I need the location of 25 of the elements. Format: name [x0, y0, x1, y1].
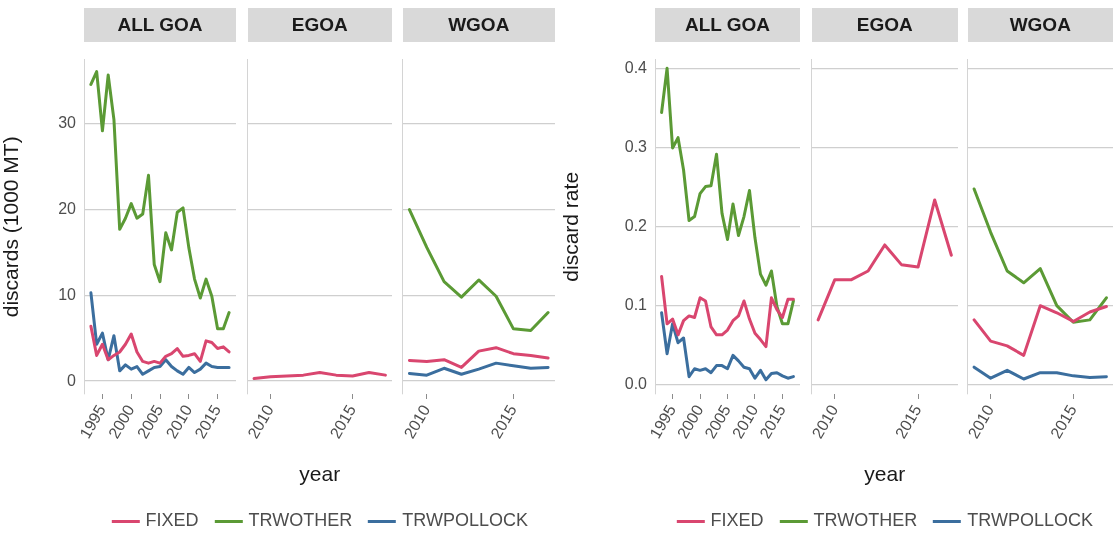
y-tick-label: 0.2	[624, 217, 648, 235]
y-tick-label: 10	[58, 285, 77, 303]
y-axis-title: discards (1000 MT)	[0, 136, 23, 318]
y-tick-label: 0	[67, 371, 77, 389]
y-tick-label: 0.4	[624, 59, 648, 77]
chart-title: WGOA	[967, 8, 1113, 42]
y-tick-label: 0.1	[624, 296, 648, 314]
legend-label: FIXED	[144, 510, 199, 531]
legend-label: FIXED	[709, 510, 764, 531]
chart-title: EGOA	[247, 8, 392, 42]
x-axis-title: year	[299, 462, 341, 486]
legend-label: TRWPOLLOCK	[401, 510, 528, 531]
legend-label: TRWOTHER	[247, 510, 353, 531]
chart-title: WGOA	[402, 8, 555, 42]
legend-label: TRWPOLLOCK	[966, 510, 1093, 531]
y-axis-title: discard rate	[559, 171, 583, 282]
y-tick-label: 30	[58, 114, 77, 132]
x-axis-title: year	[864, 462, 906, 486]
chart-title: EGOA	[811, 8, 958, 42]
y-tick-label: 0.3	[624, 138, 648, 156]
legend-label: TRWOTHER	[812, 510, 918, 531]
y-tick-label: 20	[58, 200, 77, 218]
y-tick-label: 0.0	[624, 374, 648, 392]
chart-title: ALL GOA	[655, 8, 800, 42]
chart-title: ALL GOA	[84, 8, 236, 42]
